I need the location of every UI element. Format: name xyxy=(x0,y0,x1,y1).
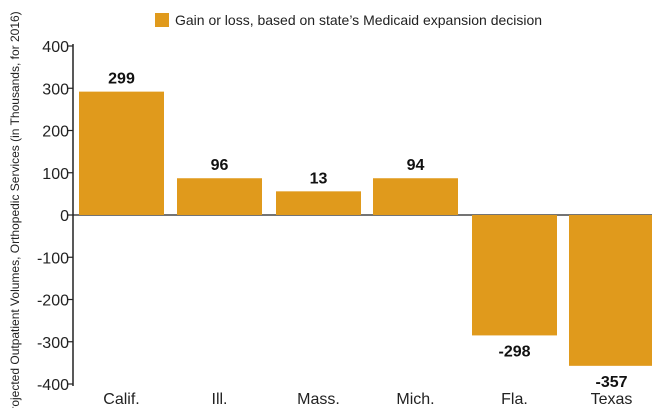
y-tick-label: -400 xyxy=(37,377,69,394)
category-label: Ill. xyxy=(212,391,228,408)
legend-label: Gain or loss, based on state’s Medicaid … xyxy=(175,12,542,28)
bar xyxy=(472,215,557,336)
legend: Gain or loss, based on state’s Medicaid … xyxy=(155,12,542,28)
y-tick-label: -300 xyxy=(37,335,69,352)
data-label: -298 xyxy=(498,343,530,360)
y-axis-ticks: 400 300 200 100 0 -100 -200 -300 -400 xyxy=(37,39,73,394)
category-label: Mich. xyxy=(396,391,434,408)
data-label: 96 xyxy=(211,157,229,174)
y-tick-label: 0 xyxy=(60,208,69,225)
bar xyxy=(276,191,361,215)
data-label: -357 xyxy=(595,374,627,391)
category-label: Mass. xyxy=(297,391,340,408)
data-label: 94 xyxy=(407,157,425,174)
y-tick-label: 300 xyxy=(42,81,69,98)
data-labels: 299 96 13 94 -298 -357 xyxy=(108,71,627,391)
data-label: 299 xyxy=(108,71,135,88)
y-tick-label: 100 xyxy=(42,166,69,183)
y-tick-label: -100 xyxy=(37,250,69,267)
category-label: Texas xyxy=(591,391,633,408)
category-labels: Calif. Ill. Mass. Mich. Fla. Texas xyxy=(103,391,632,408)
bar xyxy=(569,215,652,366)
legend-swatch xyxy=(155,13,169,27)
category-label: Fla. xyxy=(501,391,528,408)
bar xyxy=(373,178,458,215)
category-label: Calif. xyxy=(103,391,139,408)
y-tick-label: 200 xyxy=(42,124,69,141)
y-axis-label: Projected Outpatient Volumes, Orthopedic… xyxy=(8,11,22,408)
bar xyxy=(79,91,164,215)
bar xyxy=(177,178,262,215)
y-tick-label: 400 xyxy=(42,39,69,56)
data-label: 13 xyxy=(310,170,328,187)
y-tick-label: -200 xyxy=(37,293,69,310)
bars xyxy=(79,91,652,366)
